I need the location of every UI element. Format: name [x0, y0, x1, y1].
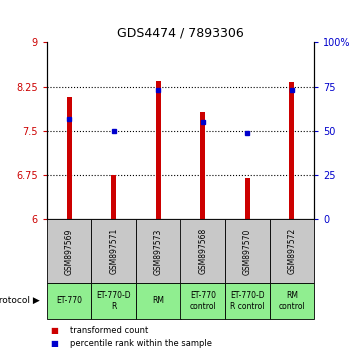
Bar [200, 112, 205, 219]
Bar [225, 283, 270, 319]
Text: RM: RM [152, 296, 164, 306]
Bar [289, 82, 295, 219]
Text: ET-770-D
R: ET-770-D R [96, 291, 131, 310]
Bar [91, 283, 136, 319]
Text: protocol ▶: protocol ▶ [0, 296, 40, 306]
Text: GSM897569: GSM897569 [65, 228, 74, 275]
Bar [47, 219, 91, 283]
Text: RM
control: RM control [278, 291, 305, 310]
Text: GSM897570: GSM897570 [243, 228, 252, 275]
Bar [270, 219, 314, 283]
Text: GSM897573: GSM897573 [154, 228, 163, 275]
Bar [245, 178, 250, 219]
Text: GSM897572: GSM897572 [287, 228, 296, 274]
Bar [91, 219, 136, 283]
Text: ET-770
control: ET-770 control [190, 291, 216, 310]
Bar [156, 81, 161, 219]
Text: ■: ■ [51, 326, 58, 336]
Bar [180, 283, 225, 319]
Text: GSM897568: GSM897568 [198, 228, 207, 274]
Title: GDS4474 / 7893306: GDS4474 / 7893306 [117, 27, 244, 40]
Text: ET-770-D
R control: ET-770-D R control [230, 291, 265, 310]
Bar [136, 219, 180, 283]
Bar [136, 283, 180, 319]
Bar [180, 219, 225, 283]
Bar [225, 219, 270, 283]
Bar [47, 283, 91, 319]
Text: ■: ■ [51, 339, 58, 348]
Bar [270, 283, 314, 319]
Text: ET-770: ET-770 [56, 296, 82, 306]
Text: GSM897571: GSM897571 [109, 228, 118, 274]
Text: percentile rank within the sample: percentile rank within the sample [70, 339, 212, 348]
Bar [111, 175, 116, 219]
Bar [66, 97, 72, 219]
Text: transformed count: transformed count [70, 326, 149, 336]
